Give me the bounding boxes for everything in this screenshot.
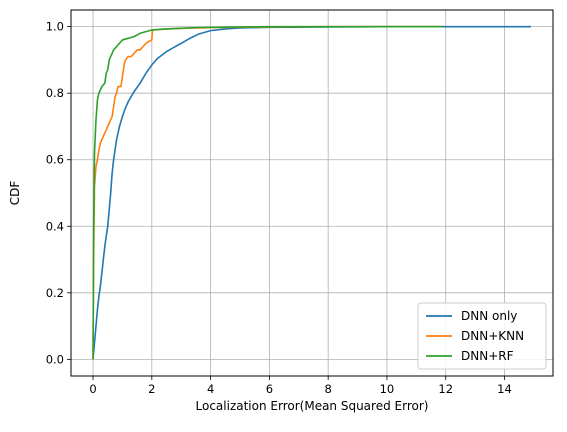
y-tick-label: 0.6 [46, 153, 64, 167]
legend-entry: DNN only [461, 309, 517, 323]
series-line-dnn-rf [92, 25, 443, 360]
axis-ticks: 0 2 4 6 8 10 12 14 0.0 0.2 0.4 0.6 0.8 1.0 [46, 20, 512, 396]
series-line-dnn-only [92, 25, 531, 360]
plot-frame [70, 9, 554, 377]
x-tick-label: 10 [380, 382, 395, 396]
y-tick-label: 0.0 [46, 352, 64, 366]
y-tick-label: 0.2 [46, 286, 64, 300]
x-tick-label: 6 [266, 382, 273, 396]
legend-box [417, 302, 547, 370]
legend: DNN only DNN+KNN DNN+RF [417, 302, 547, 370]
x-tick-label: 8 [325, 382, 332, 396]
x-tick-label: 0 [89, 382, 96, 396]
y-tick-label: 0.8 [46, 86, 64, 100]
x-tick-label: 12 [438, 382, 453, 396]
y-tick-label: 1.0 [46, 20, 64, 34]
y-tick-label: 0.4 [46, 219, 64, 233]
x-tick-label: 4 [207, 382, 214, 396]
series-lines [92, 25, 531, 360]
legend-entry: DNN+RF [461, 349, 514, 363]
x-tick-label: 2 [148, 382, 155, 396]
legend-entry: DNN+KNN [461, 329, 524, 343]
y-axis-label: CDF [8, 181, 22, 206]
x-tick-label: 14 [497, 382, 512, 396]
x-axis-label: Localization Error(Mean Squared Error) [196, 399, 429, 413]
